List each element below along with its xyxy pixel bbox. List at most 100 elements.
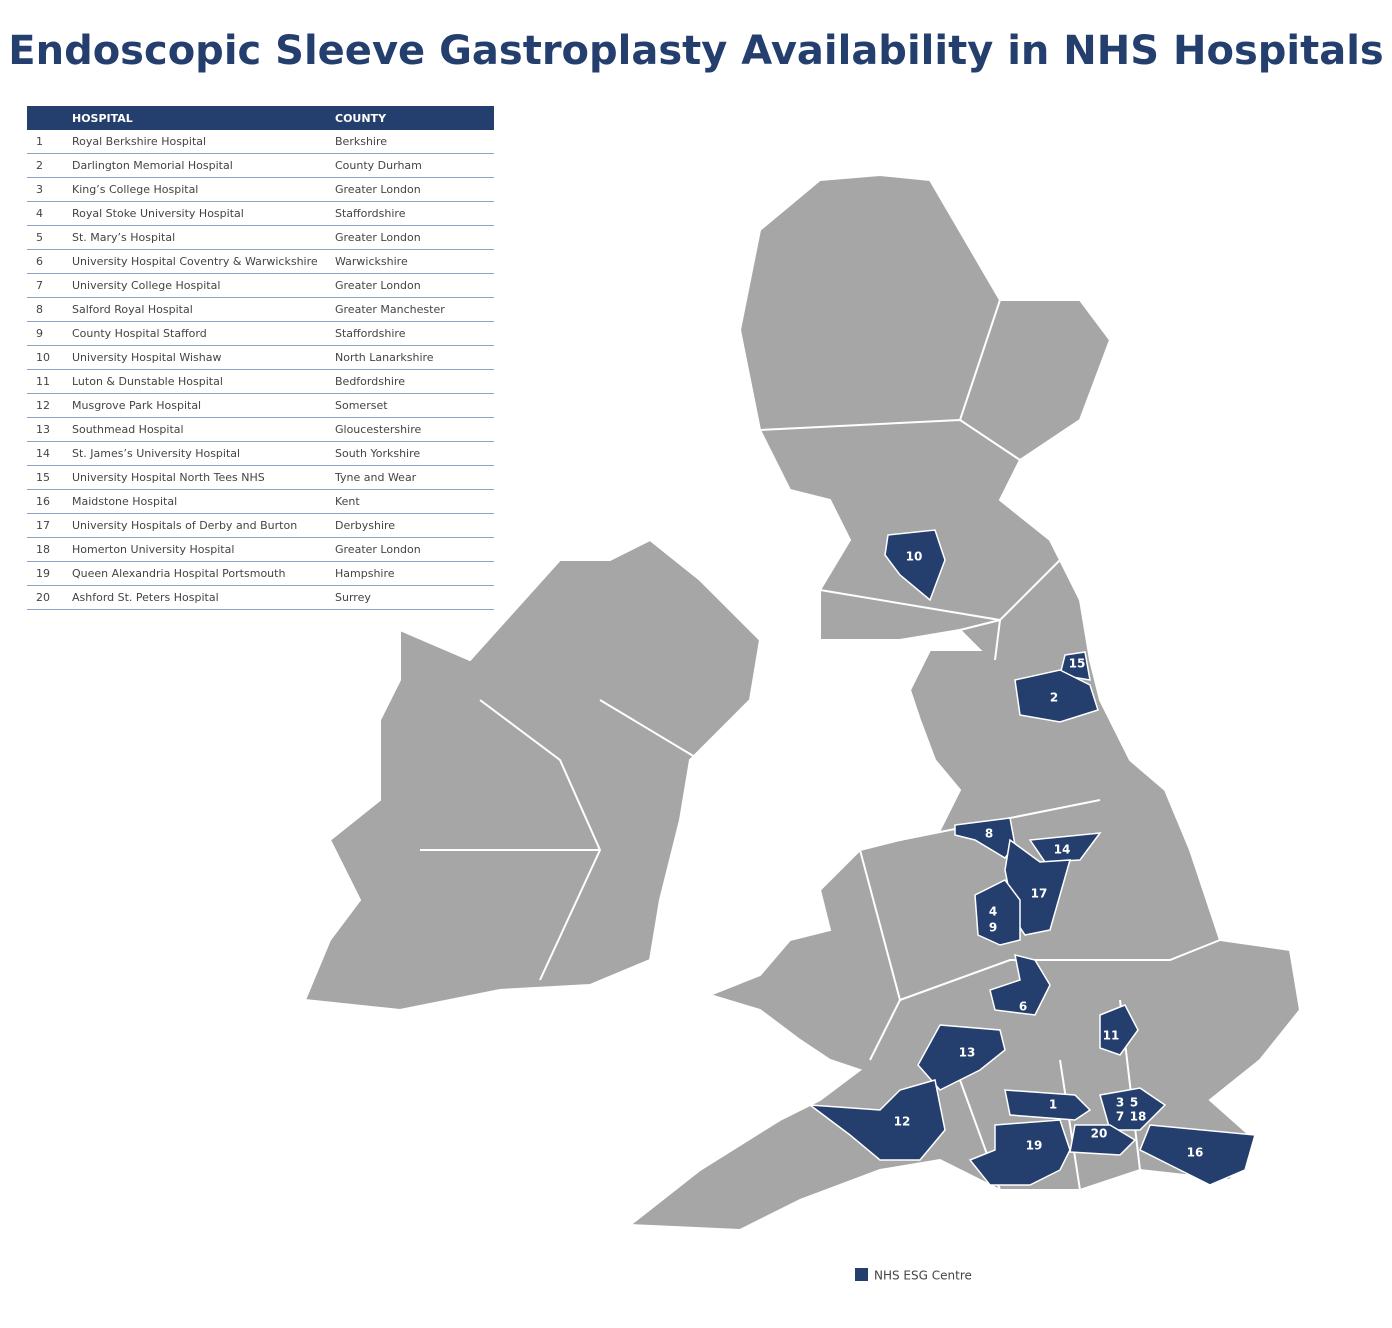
table-row: 13 Southmead Hospital Gloucestershire: [27, 417, 494, 442]
region-label: 14: [1054, 843, 1071, 857]
table-row: 4 Royal Stoke University Hospital Stafford…: [27, 201, 494, 226]
region-label: 12: [894, 1115, 911, 1129]
region-label: 4: [989, 905, 997, 919]
table-cell: Gloucestershire: [335, 417, 494, 442]
table-cell: Tyne and Wear: [335, 465, 494, 490]
region-label: 6: [1019, 1000, 1027, 1014]
table-row: 6 University Hospital Coventry & Warwicks…: [27, 249, 494, 274]
esg-region: [1004, 838, 1072, 936]
table-cell: Derbyshire: [335, 513, 494, 538]
table-cell: University Hospital North Tees NHS: [72, 465, 335, 490]
table-cell: Kent: [335, 489, 494, 514]
table-cell: 8: [27, 297, 72, 322]
region-label: 1: [1049, 1098, 1057, 1112]
table-cell: County Hospital Stafford: [72, 321, 335, 346]
table-cell: 13: [27, 417, 72, 442]
table-row: 17 University Hospitals of Derby and Burt…: [27, 513, 494, 538]
esg-region: [1099, 1087, 1167, 1131]
table-cell: Staffordshire: [335, 201, 494, 226]
table-cell: Royal Berkshire Hospital: [72, 130, 335, 154]
table-row: 8 Salford Royal Hospital Greater Mancheste…: [27, 297, 494, 322]
table-row: 7 University College Hospital Greater Lond…: [27, 273, 494, 298]
table-cell: Greater London: [335, 225, 494, 250]
esg-region: [1099, 1004, 1139, 1056]
table-cell: 11: [27, 369, 72, 394]
table-cell: 7: [27, 273, 72, 298]
esg-region: [968, 1119, 1071, 1186]
table-cell: Darlington Memorial Hospital: [72, 153, 335, 178]
table-row: 10 University Hospital Wishaw North Lanark…: [27, 345, 494, 370]
table-row: 5 St. Mary’s Hospital Greater London: [27, 225, 494, 250]
table-row: 20 Ashford St. Peters Hospital Surrey: [27, 585, 494, 610]
table-cell: 18: [27, 537, 72, 562]
table-cell: Royal Stoke University Hospital: [72, 201, 335, 226]
table-cell: North Lanarkshire: [335, 345, 494, 370]
table-cell: 5: [27, 225, 72, 250]
region-label: 2: [1050, 691, 1058, 705]
table-row: 11 Luton & Dunstable Hospital Bedfordshire: [27, 369, 494, 394]
region-label: 17: [1031, 887, 1048, 901]
table-cell: South Yorkshire: [335, 441, 494, 466]
region-label: 18: [1130, 1110, 1147, 1124]
table-cell: Hampshire: [335, 561, 494, 586]
esg-region: [954, 817, 1016, 859]
table-cell: 3: [27, 177, 72, 202]
header-cell: HOSPITAL: [72, 106, 335, 130]
table-cell: Salford Royal Hospital: [72, 297, 335, 322]
table-cell: Queen Alexandria Hospital Portsmouth: [72, 561, 335, 586]
table-cell: Bedfordshire: [335, 369, 494, 394]
table-cell: County Durham: [335, 153, 494, 178]
region-label: 13: [959, 1046, 976, 1060]
table-cell: 19: [27, 561, 72, 586]
region-label: 11: [1103, 1029, 1120, 1043]
table-row: 1 Royal Berkshire Hospital Berkshire: [27, 130, 494, 154]
esg-region: [1069, 1124, 1137, 1156]
title: Endoscopic Sleeve Gastroplasty Availabil…: [8, 28, 1384, 74]
table-cell: 14: [27, 441, 72, 466]
table-cell: 9: [27, 321, 72, 346]
hospital-table: HOSPITAL COUNTY 1 Royal Berkshire Hospita…: [27, 106, 494, 610]
table-cell: Southmead Hospital: [72, 417, 335, 442]
table-row: 12 Musgrove Park Hospital Somerset: [27, 393, 494, 418]
table-row: 16 Maidstone Hospital Kent: [27, 489, 494, 514]
region-label: 10: [906, 550, 923, 564]
header-cell: [27, 106, 72, 130]
esg-region: [1014, 669, 1099, 723]
table-header: HOSPITAL COUNTY: [27, 106, 494, 130]
table-cell: St. Mary’s Hospital: [72, 225, 335, 250]
table-row: 3 King’s College Hospital Greater London: [27, 177, 494, 202]
table-cell: 16: [27, 489, 72, 514]
esg-region: [1139, 1124, 1256, 1186]
esg-regions: [807, 529, 1256, 1186]
esg-region: [1028, 832, 1102, 863]
region-label: 16: [1187, 1146, 1204, 1160]
region-label: 15: [1069, 657, 1086, 671]
table-row: 15 University Hospital North Tees NHS Tyne…: [27, 465, 494, 490]
region-label: 9: [989, 921, 997, 935]
table-cell: Berkshire: [335, 130, 494, 154]
esg-region: [884, 529, 946, 602]
region-label: 20: [1091, 1127, 1108, 1141]
table-row: 19 Queen Alexandria Hospital Portsmouth Ha…: [27, 561, 494, 586]
table-cell: University Hospital Coventry & Warwicksh…: [72, 249, 335, 274]
region-label: 7: [1116, 1110, 1124, 1124]
table-cell: Ashford St. Peters Hospital: [72, 585, 335, 610]
table-row: 9 County Hospital Stafford Staffordshire: [27, 321, 494, 346]
region-label: 8: [985, 827, 993, 841]
table-cell: Warwickshire: [335, 249, 494, 274]
table-cell: Surrey: [335, 585, 494, 610]
table-cell: Greater London: [335, 177, 494, 202]
esg-region: [1004, 1089, 1092, 1121]
table-cell: Greater London: [335, 537, 494, 562]
table-cell: Luton & Dunstable Hospital: [72, 369, 335, 394]
ireland: [303, 538, 762, 1012]
table-row: 14 St. James’s University Hospital South Y…: [27, 441, 494, 466]
table-cell: 17: [27, 513, 72, 538]
great-britain: [627, 173, 1302, 1232]
table-cell: 10: [27, 345, 72, 370]
region-label: 3: [1116, 1096, 1124, 1110]
legend-label: NHS ESG Centre: [874, 1269, 972, 1283]
